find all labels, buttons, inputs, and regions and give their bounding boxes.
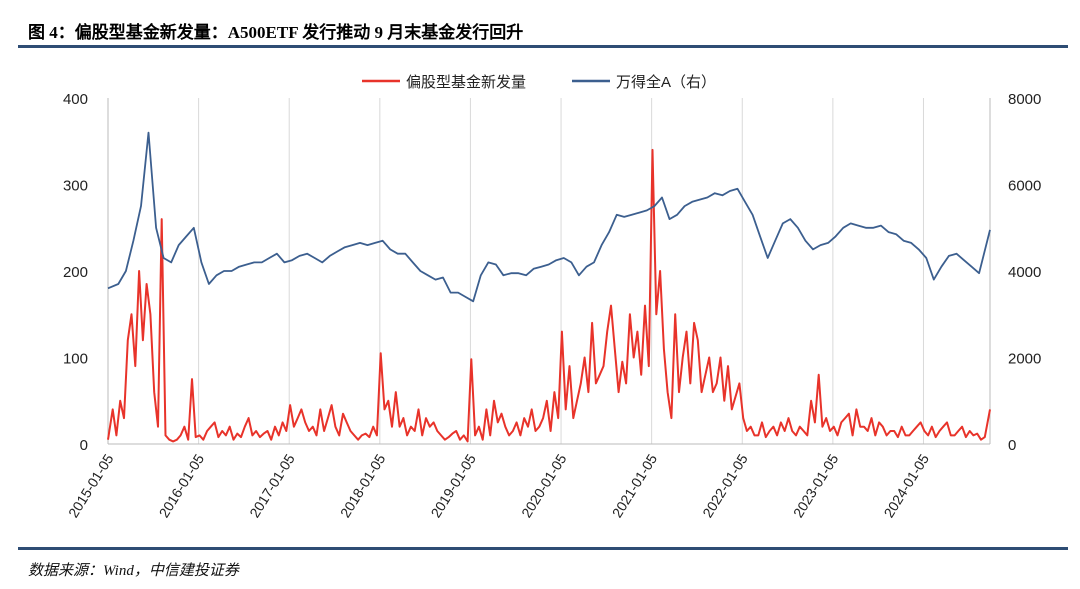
x-tick-label: 2018-01-05 [337,451,389,520]
series-lines [107,131,991,443]
legend-label-index: 万得全A（右） [616,73,716,91]
y-left-tick-label: 0 [80,437,88,454]
legend: 偏股型基金新发量 万得全A（右） [362,73,716,91]
source-note: 数据来源：Wind，中信建投证券 [28,563,239,579]
x-tick-label: 2017-01-05 [246,451,298,520]
figure-title: 图 4：偏股型基金新发量：A500ETF 发行推动 9 月末基金发行回升 [28,23,524,42]
x-tick-label: 2021-01-05 [609,451,661,520]
x-tick-label: 2023-01-05 [790,451,842,520]
y-right-tick-label: 2000 [1008,351,1041,368]
axes: 2015-01-05 2016-01-05 2017-01-05 2018-01-05… [63,91,1041,520]
y-left-tick-label: 200 [63,264,88,281]
y-right-tick-label: 8000 [1008,91,1041,108]
y-right-tick-label: 0 [1008,437,1016,454]
bottom-divider [18,547,1068,550]
x-tick-label: 2020-01-05 [518,451,570,520]
x-tick-label: 2015-01-05 [65,451,117,520]
legend-label-issuance: 偏股型基金新发量 [406,74,526,91]
x-tick-label: 2016-01-05 [156,451,208,520]
index-series-line [107,131,991,303]
y-right-tick-label: 6000 [1008,178,1041,195]
y-left-tick-label: 100 [63,351,88,368]
top-divider [18,45,1068,48]
y-left-tick-label: 400 [63,91,88,108]
x-tick-label: 2019-01-05 [427,451,479,520]
y-left-tick-label: 300 [63,178,88,195]
x-tick-label: 2022-01-05 [699,451,751,520]
x-tick-label: 2024-01-05 [880,451,932,520]
y-right-tick-label: 4000 [1008,264,1041,281]
gridlines [198,98,924,444]
issuance-series-line [107,148,991,443]
